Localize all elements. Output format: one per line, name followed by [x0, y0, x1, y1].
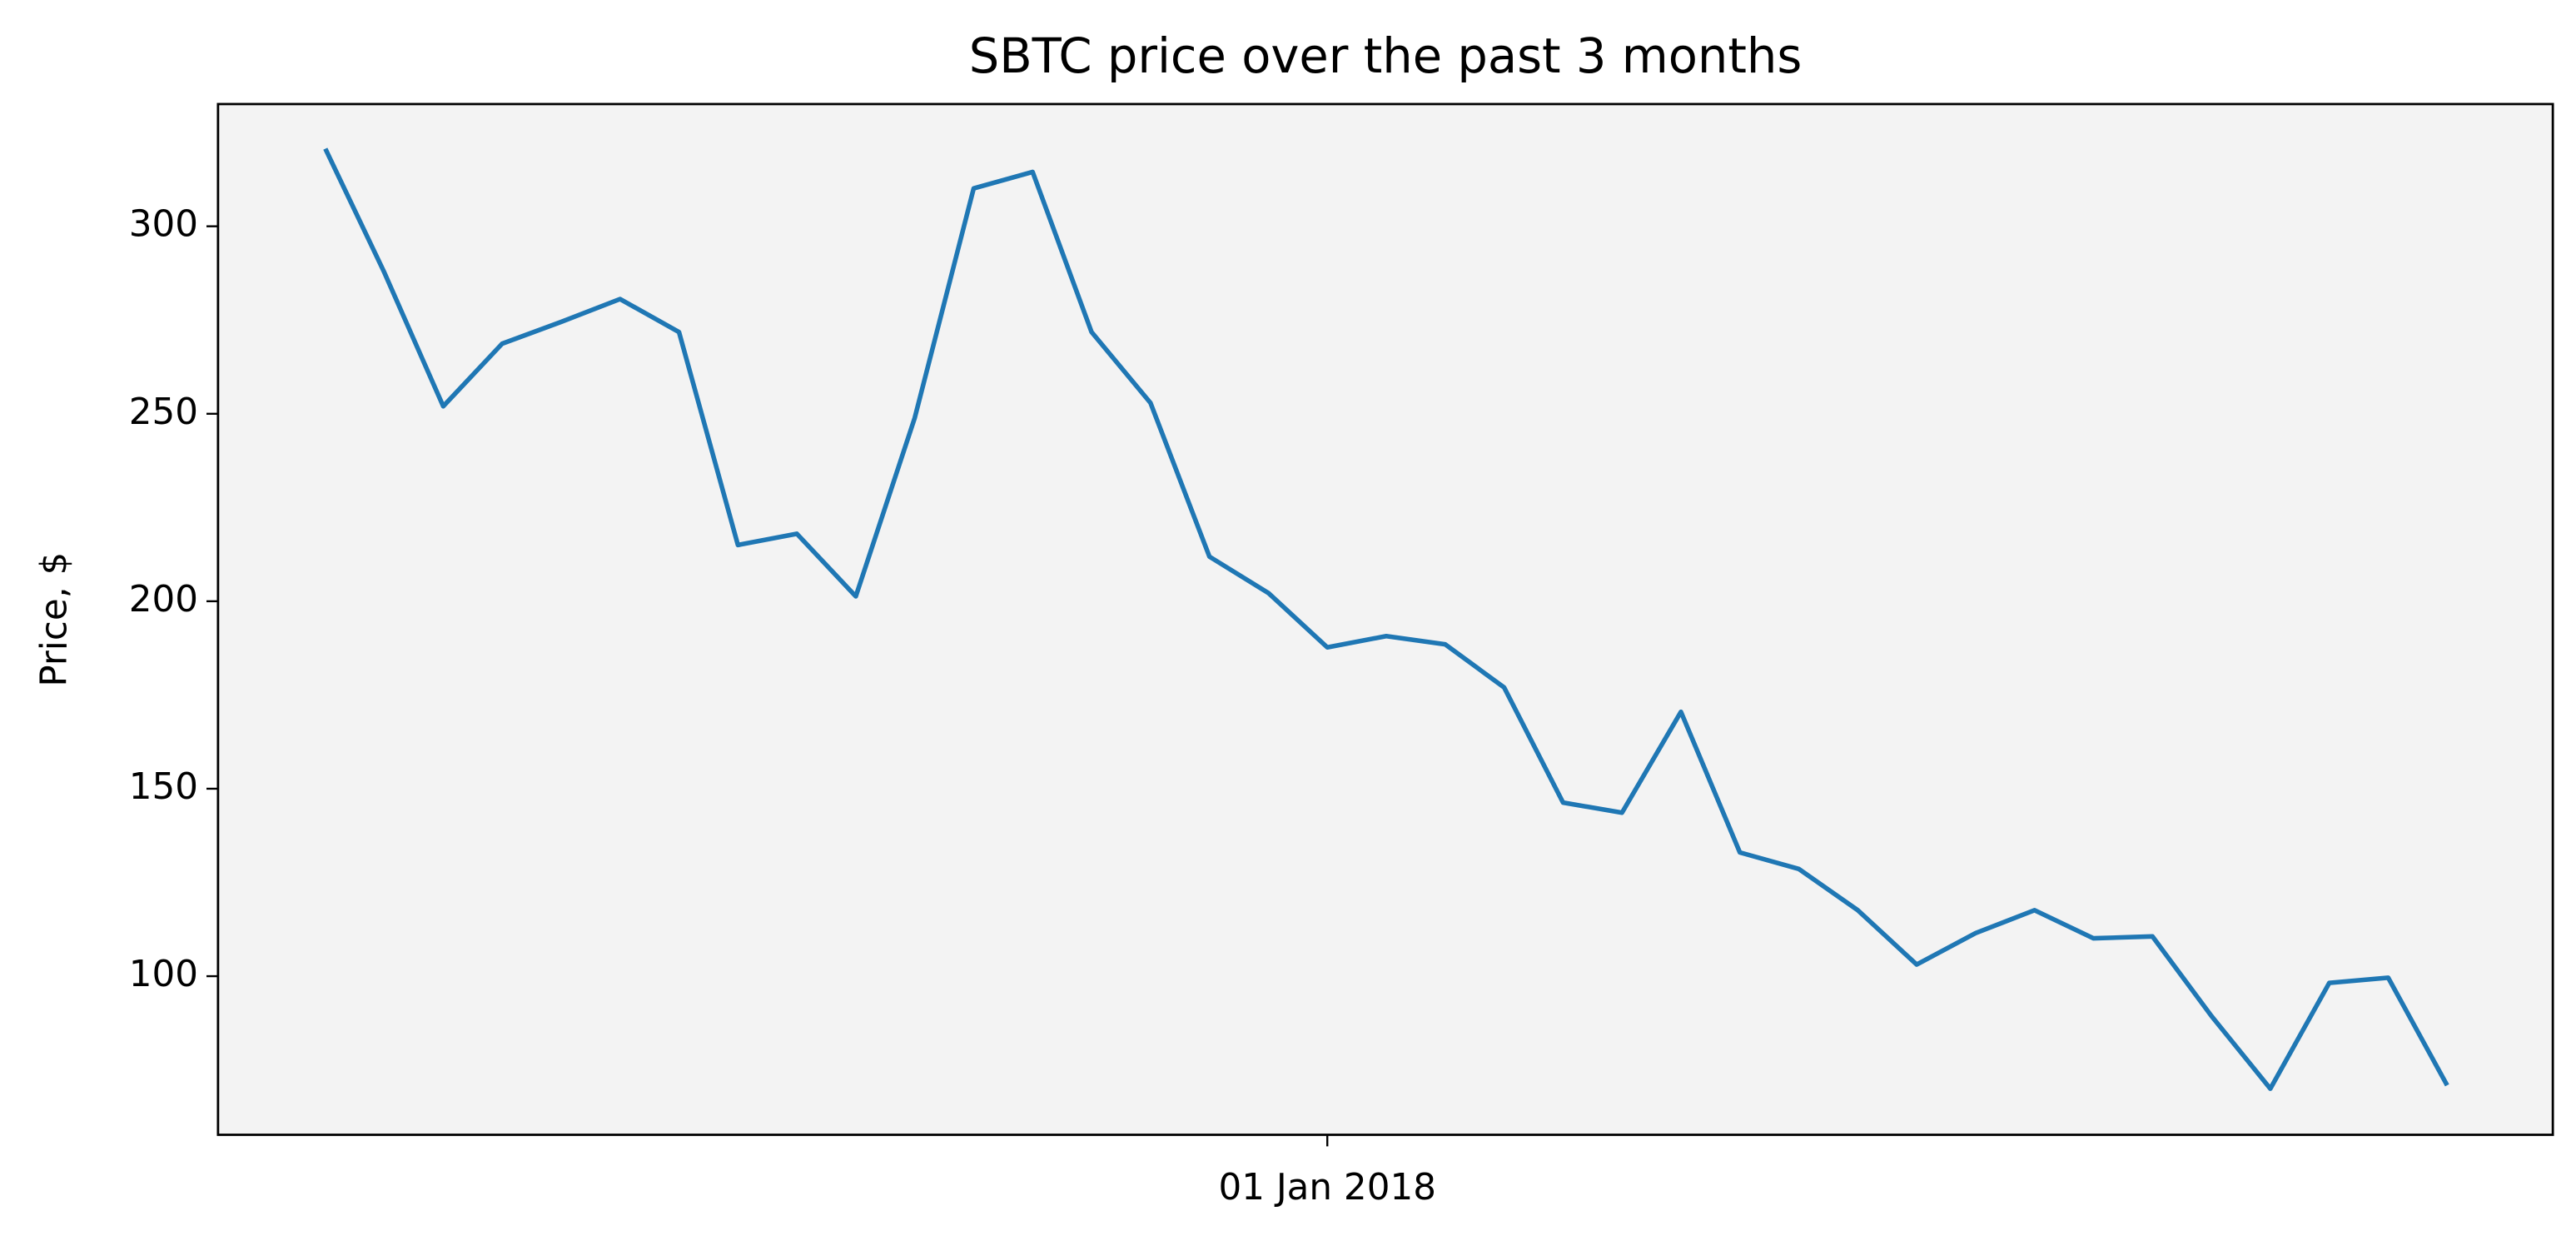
y-axis-label: Price, $ [34, 552, 76, 687]
x-tick-label: 01 Jan 2018 [1218, 1167, 1436, 1209]
y-tick-label: 300 [129, 204, 198, 246]
line [323, 147, 2449, 1091]
chart-title: SBTC price over the past 3 months [969, 28, 1803, 84]
y-tick-label: 100 [129, 954, 198, 995]
y-tick-label: 200 [129, 579, 198, 620]
plot-area [217, 103, 2554, 1135]
y-tick-label: 250 [129, 391, 198, 433]
y-tick-label: 150 [129, 766, 198, 808]
axes-frame [216, 102, 2554, 1136]
